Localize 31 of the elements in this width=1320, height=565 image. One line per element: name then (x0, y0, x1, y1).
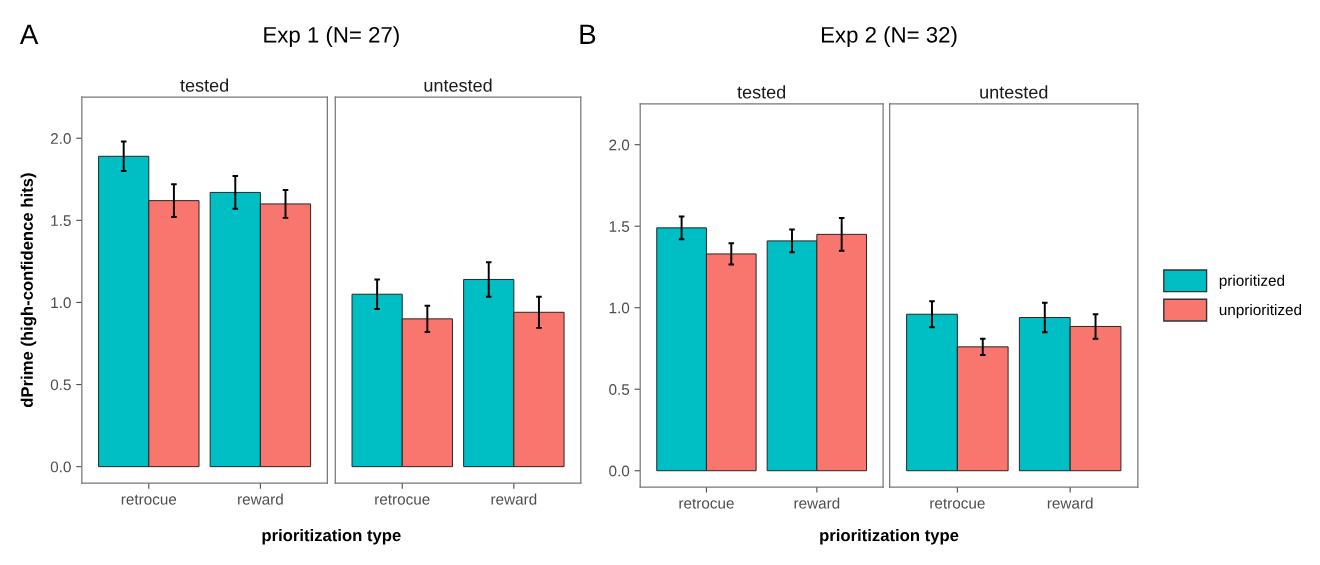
x-axis-title: prioritization type (820, 528, 959, 545)
text: Exp 2 (N= 32) (821, 26, 957, 48)
x-tick-label: reward (794, 497, 840, 509)
x-axis-title: prioritization type (262, 528, 401, 545)
x-tick-label: reward (491, 493, 537, 505)
text: Exp 1 (N= 27) (264, 26, 399, 48)
y-tick-label: 1.0 (51, 297, 71, 309)
legend-label: unprioritized (1219, 303, 1302, 319)
y-tick-label: 0.0 (50, 461, 71, 473)
x-tick-label: retrocue (121, 494, 177, 505)
chart-title: tested (737, 85, 786, 99)
y-axis-title: dPrime (high-confidence hits) (20, 173, 37, 408)
chart-title: untested (424, 78, 492, 92)
y-tick-label: 0.0 (609, 465, 630, 477)
text: A (19, 24, 39, 44)
y-tick-label: 1.5 (51, 215, 71, 227)
y-tick-label: 2.0 (50, 133, 71, 144)
x-tick-label: reward (238, 493, 283, 505)
chart-title: untested (980, 85, 1048, 99)
x-tick-label: reward (1047, 497, 1093, 509)
y-tick-label: 1.5 (609, 221, 630, 232)
y-tick-label: 1.0 (609, 302, 630, 314)
x-tick-label: retrocue (930, 498, 985, 509)
legend-label: prioritized (1219, 274, 1285, 289)
chart-title: tested (180, 78, 229, 92)
x-tick-label: retrocue (375, 494, 430, 505)
text: B (580, 24, 596, 44)
y-tick-label: 2.0 (609, 139, 630, 151)
y-tick-label: 0.5 (50, 379, 71, 391)
y-tick-label: 0.5 (609, 384, 630, 395)
x-tick-label: retrocue (679, 498, 734, 509)
